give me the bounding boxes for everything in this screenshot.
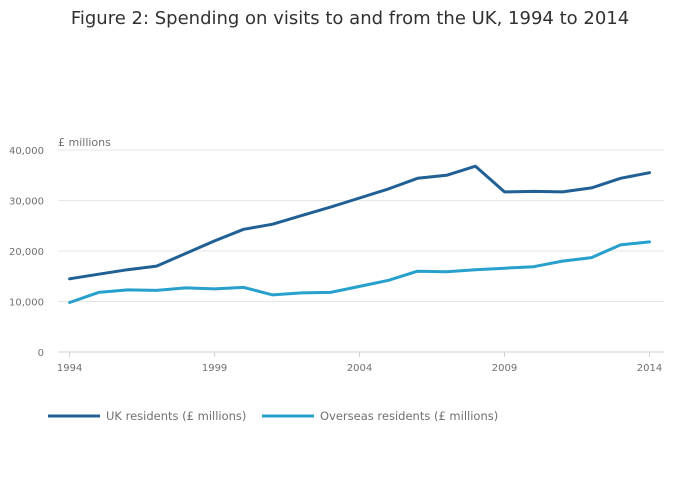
series-line-1[interactable] <box>68 164 651 281</box>
x-tick-label: 1994 <box>57 363 82 374</box>
data-point[interactable] <box>155 289 158 292</box>
legend[interactable]: UK residents (£ millions) Overseas reside… <box>48 409 498 423</box>
data-point[interactable] <box>619 177 622 180</box>
y-tick-label: 0 <box>38 348 44 359</box>
data-point[interactable] <box>358 196 361 199</box>
legend-label: Overseas residents (£ millions) <box>320 409 498 423</box>
gridlines <box>58 149 664 302</box>
data-point[interactable] <box>329 291 332 294</box>
y-tick-label: 30,000 <box>9 197 44 208</box>
data-point[interactable] <box>213 239 216 242</box>
data-point[interactable] <box>242 286 245 289</box>
data-point[interactable] <box>271 223 274 226</box>
series-lines <box>68 164 651 304</box>
data-point[interactable] <box>648 171 651 174</box>
data-point[interactable] <box>358 285 361 288</box>
x-tick-label: 2009 <box>492 363 517 374</box>
data-point[interactable] <box>271 293 274 296</box>
data-point[interactable] <box>242 228 245 231</box>
y-tick-label: 40,000 <box>9 146 44 157</box>
data-point[interactable] <box>329 206 332 209</box>
data-point[interactable] <box>97 273 100 276</box>
data-point[interactable] <box>416 270 419 273</box>
data-point[interactable] <box>213 287 216 290</box>
y-axis-label: £ millions <box>58 136 111 149</box>
data-point[interactable] <box>619 243 622 246</box>
data-point[interactable] <box>184 252 187 255</box>
data-point[interactable] <box>68 301 71 304</box>
data-point[interactable] <box>416 177 419 180</box>
y-tick-label: 10,000 <box>9 298 44 309</box>
data-point[interactable] <box>503 267 506 270</box>
data-point[interactable] <box>532 190 535 193</box>
axes: 0 10,000 20,000 30,000 40,000 1994 1999 2004 200… <box>9 146 664 374</box>
x-tick-label: 2004 <box>347 363 372 374</box>
data-point[interactable] <box>387 187 390 190</box>
data-point[interactable] <box>300 214 303 217</box>
legend-item-1[interactable]: UK residents (£ millions) <box>48 409 246 423</box>
data-point[interactable] <box>590 256 593 259</box>
data-point[interactable] <box>590 186 593 189</box>
data-point[interactable] <box>532 265 535 268</box>
data-point[interactable] <box>155 265 158 268</box>
chart-title: Figure 2: Spending on visits to and from… <box>71 8 629 29</box>
x-tick-label: 1999 <box>202 363 227 374</box>
data-point[interactable] <box>126 268 129 271</box>
data-point[interactable] <box>648 240 651 243</box>
data-point[interactable] <box>445 174 448 177</box>
data-point[interactable] <box>126 288 129 291</box>
data-point[interactable] <box>387 279 390 282</box>
data-point[interactable] <box>300 291 303 294</box>
data-point[interactable] <box>97 291 100 294</box>
series-line-2[interactable] <box>68 240 651 304</box>
x-tick-label: 2014 <box>637 363 662 374</box>
data-point[interactable] <box>445 270 448 273</box>
y-tick-label: 20,000 <box>9 247 44 258</box>
data-point[interactable] <box>503 190 506 193</box>
data-point[interactable] <box>561 260 564 263</box>
data-point[interactable] <box>474 165 477 168</box>
legend-label: UK residents (£ millions) <box>106 409 246 423</box>
legend-item-2[interactable]: Overseas residents (£ millions) <box>262 409 498 423</box>
data-point[interactable] <box>561 190 564 193</box>
data-point[interactable] <box>184 286 187 289</box>
data-point[interactable] <box>474 268 477 271</box>
data-point[interactable] <box>68 277 71 280</box>
